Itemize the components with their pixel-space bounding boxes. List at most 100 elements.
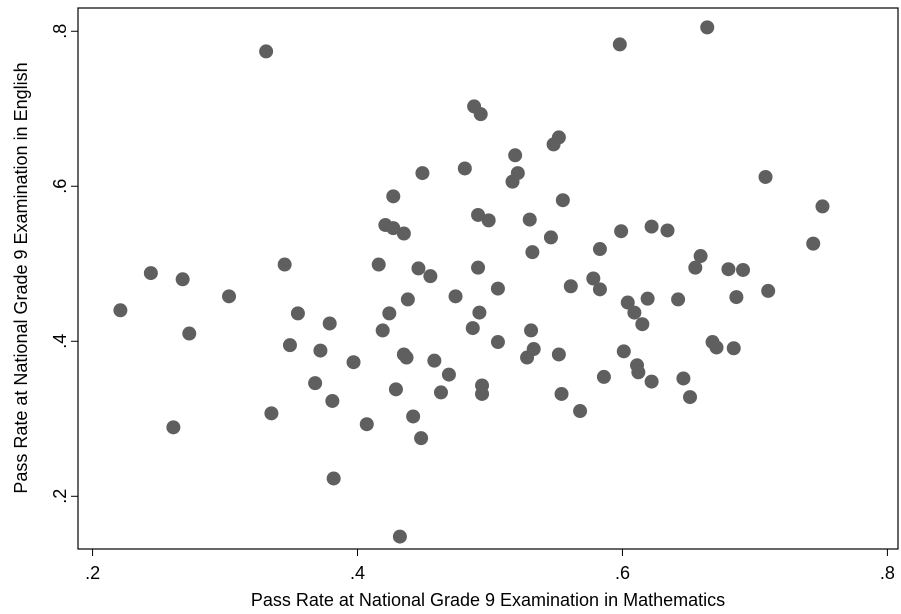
point [441,367,456,382]
point [481,213,496,228]
point [313,343,328,358]
y-tick-label: .4 [50,334,70,349]
point [472,305,487,320]
point [471,260,486,275]
point [325,393,340,408]
point [683,390,698,405]
point [551,347,566,362]
point [222,289,237,304]
point [166,420,181,435]
point [709,340,724,355]
point [322,316,337,331]
x-tick-label: .8 [880,563,895,583]
plot-frame [77,7,899,550]
point [400,292,415,307]
point [510,166,525,181]
point [371,257,386,272]
point [490,281,505,296]
point [508,148,523,163]
point [551,130,566,145]
point [475,386,490,401]
point [616,344,631,359]
point [411,261,426,276]
x-tick-label: .2 [85,563,100,583]
point [388,382,403,397]
point [433,385,448,400]
point [386,221,401,236]
point [676,371,691,386]
point [308,376,323,391]
point [815,199,830,214]
point [573,404,588,419]
point [586,271,601,286]
y-tick-label: .6 [50,179,70,194]
point [427,353,442,368]
point [473,107,488,122]
x-tick-label: .6 [615,563,630,583]
point [620,295,635,310]
point [399,350,414,365]
point [396,226,411,241]
point [182,326,197,341]
point [326,471,341,486]
point [175,272,190,287]
point [806,236,821,251]
point [736,262,751,277]
point [554,386,569,401]
y-tick-label: .2 [50,489,70,504]
point [592,242,607,257]
point [290,306,305,321]
point [729,290,744,305]
point [631,365,646,380]
point [644,374,659,389]
point [671,292,686,307]
point [359,417,374,432]
point [259,44,274,59]
point [758,169,773,184]
point [282,338,297,353]
y-axis-label: Pass Rate at National Grade 9 Examinatio… [11,62,31,493]
point [415,166,430,181]
point [644,219,659,234]
point [543,230,558,245]
point [392,529,407,544]
point [635,317,650,332]
point [457,161,472,176]
point [375,323,390,338]
point [596,369,611,384]
point [143,266,158,281]
point [277,257,292,272]
x-axis-label: Pass Rate at National Grade 9 Examinatio… [251,590,725,610]
point [490,335,505,350]
point [555,193,570,208]
point [693,249,708,264]
point [522,212,537,227]
point [524,323,539,338]
point [465,321,480,336]
point [406,409,421,424]
point [386,189,401,204]
point [660,223,675,238]
point [448,289,463,304]
y-tick-label: .8 [50,24,70,39]
point [700,20,715,35]
x-tick-label: .4 [350,563,365,583]
point [612,37,627,52]
point [614,224,629,239]
point [414,431,429,446]
point [525,245,540,260]
point [346,355,361,370]
point [563,279,578,294]
point [471,207,486,222]
point [264,406,279,421]
point [640,291,655,306]
point [113,303,128,318]
point [721,262,736,277]
point [627,305,642,320]
point [423,269,438,284]
point [688,260,703,275]
point [761,283,776,298]
point [726,341,741,356]
point [382,306,397,321]
